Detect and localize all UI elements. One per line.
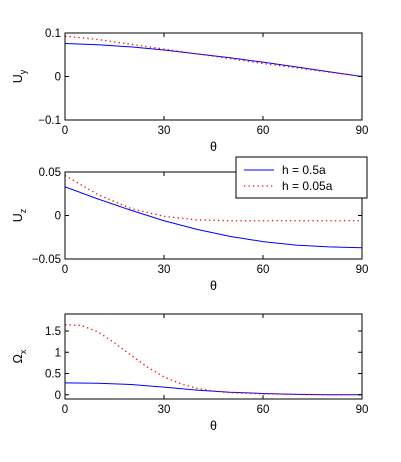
y-tick-label: −0.05 bbox=[32, 254, 61, 266]
x-tick-label: 0 bbox=[62, 404, 68, 416]
x-axis-label: θ bbox=[210, 140, 217, 154]
series-line-h-0-05a bbox=[65, 323, 362, 396]
x-tick-label: 30 bbox=[158, 404, 171, 416]
y-axis-label-main: U bbox=[11, 213, 25, 222]
y-tick-label: −0.1 bbox=[38, 115, 61, 127]
legend-entry-label: h = 0.5a bbox=[282, 163, 326, 177]
y-axis-label: Uy bbox=[11, 69, 28, 83]
series-line-h-0-5a bbox=[65, 186, 362, 249]
y-tick-label: 0.1 bbox=[45, 28, 61, 40]
subplot-omega-x: 0 30 60 90 0 0.5 1 1.5 θ Ωx bbox=[11, 313, 369, 433]
legend-box bbox=[235, 156, 368, 199]
axes-frame bbox=[64, 32, 363, 121]
legend: h = 0.5a h = 0.05a bbox=[235, 156, 368, 199]
series-line-h-0-05a bbox=[65, 174, 362, 222]
y-tick-label: 0 bbox=[55, 72, 61, 84]
series-line-h-0-5a bbox=[65, 42, 362, 77]
axes-frame bbox=[64, 313, 363, 400]
x-tick-label: 60 bbox=[257, 125, 270, 137]
series-line-h-0-05a bbox=[65, 35, 362, 78]
legend-entry-label: h = 0.05a bbox=[282, 179, 333, 193]
x-tick-label: 90 bbox=[356, 264, 369, 276]
y-tick-label: 1.5 bbox=[45, 326, 61, 338]
y-axis-label-main: U bbox=[11, 74, 25, 83]
x-tick-label: 60 bbox=[257, 264, 270, 276]
x-tick-label: 0 bbox=[62, 125, 68, 137]
x-tick-label: 30 bbox=[158, 125, 171, 137]
y-axis-label-subscript: y bbox=[18, 69, 28, 74]
y-axis-label: Uz bbox=[11, 208, 28, 222]
y-tick-label: 0.05 bbox=[39, 167, 61, 179]
y-tick-label: 0.5 bbox=[45, 369, 61, 381]
series-line-h-0-5a bbox=[65, 382, 362, 396]
x-tick-label: 0 bbox=[62, 264, 68, 276]
x-axis-label: θ bbox=[210, 279, 217, 293]
y-axis-label: Ωx bbox=[11, 349, 28, 363]
x-tick-label: 90 bbox=[356, 125, 369, 137]
x-tick-label: 30 bbox=[158, 264, 171, 276]
y-axis-label-subscript: x bbox=[18, 349, 28, 354]
x-tick-label: 60 bbox=[257, 404, 270, 416]
x-axis-label: θ bbox=[210, 419, 217, 433]
y-axis-label-main: Ω bbox=[11, 354, 25, 363]
y-tick-label: 1 bbox=[55, 347, 61, 359]
y-tick-label: 0 bbox=[55, 390, 61, 402]
x-tick-label: 90 bbox=[356, 404, 369, 416]
y-tick-label: 0 bbox=[55, 211, 61, 223]
y-axis-label-subscript: z bbox=[18, 208, 28, 213]
